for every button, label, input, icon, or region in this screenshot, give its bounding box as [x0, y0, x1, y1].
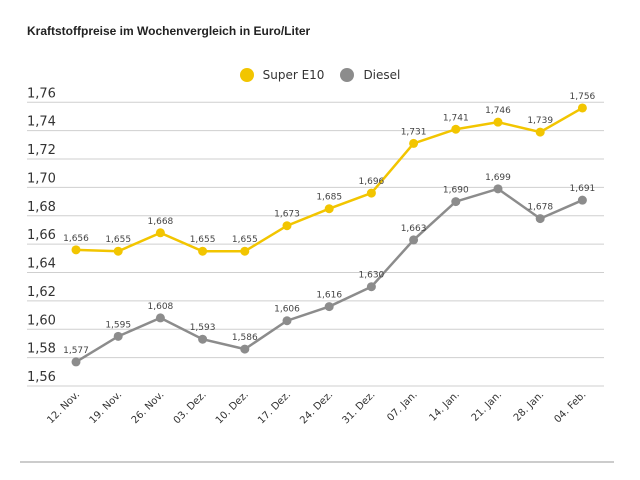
- legend-label-diesel: Diesel: [363, 68, 401, 82]
- data-point: [282, 221, 292, 231]
- data-point: [198, 334, 208, 344]
- y-tick-label: 1,68: [27, 200, 56, 215]
- series-line-diesel: [75, 187, 583, 363]
- y-tick-label: 1,76: [27, 86, 56, 101]
- x-tick-label: 19. Nov.: [88, 389, 125, 426]
- x-tick-label: 21. Jan.: [470, 389, 504, 423]
- data-label: 1,655: [105, 235, 131, 245]
- y-tick-label: 1,62: [27, 285, 56, 300]
- legend-marker-super-e10: [239, 68, 254, 82]
- y-tick-label: 1,66: [27, 228, 56, 243]
- data-label: 1,668: [148, 217, 174, 227]
- data-point: [366, 282, 376, 292]
- data-point: [240, 246, 250, 256]
- x-tick-label: 04. Feb.: [552, 389, 588, 425]
- data-label: 1,655: [190, 235, 216, 245]
- y-tick-label: 1,70: [27, 171, 56, 186]
- data-point: [409, 138, 419, 148]
- x-tick-label: 03. Dez.: [172, 389, 209, 426]
- data-label: 1,606: [274, 305, 300, 315]
- data-point: [71, 245, 81, 255]
- x-tick-label: 17. Dez.: [256, 389, 293, 426]
- data-label: 1,673: [274, 210, 300, 220]
- data-label: 1,746: [485, 106, 511, 116]
- data-label: 1,696: [359, 177, 385, 187]
- data-point: [451, 124, 461, 134]
- legend-item-super-e10: Super E10: [239, 68, 325, 82]
- x-tick-label: 14. Jan.: [427, 389, 461, 423]
- data-point: [240, 344, 250, 354]
- data-label: 1,616: [316, 291, 342, 301]
- y-tick-label: 1,74: [27, 115, 56, 130]
- legend: Super E10 Diesel: [0, 68, 640, 82]
- data-point: [577, 103, 587, 113]
- data-point: [493, 184, 503, 194]
- data-label: 1,663: [401, 224, 427, 234]
- data-point: [113, 331, 123, 341]
- data-label: 1,685: [316, 193, 342, 203]
- data-label: 1,593: [190, 323, 216, 333]
- data-point: [198, 246, 208, 256]
- x-tick-label: 28. Jan.: [512, 389, 546, 423]
- data-point: [324, 302, 334, 312]
- data-label: 1,655: [232, 235, 258, 245]
- data-label: 1,630: [359, 271, 385, 281]
- data-label: 1,577: [63, 346, 89, 356]
- data-point: [577, 195, 587, 205]
- data-label: 1,756: [570, 92, 596, 102]
- data-label: 1,690: [443, 186, 469, 196]
- data-label: 1,608: [148, 302, 174, 312]
- legend-marker-diesel: [340, 68, 355, 82]
- y-tick-label: 1,60: [27, 313, 56, 328]
- data-point: [493, 117, 503, 127]
- bottom-divider: [20, 461, 614, 463]
- data-label: 1,699: [485, 173, 511, 183]
- y-tick-label: 1,72: [27, 143, 56, 158]
- legend-item-diesel: Diesel: [340, 68, 400, 82]
- data-point: [71, 357, 81, 367]
- data-point: [451, 197, 461, 207]
- y-tick-label: 1,64: [27, 257, 56, 272]
- data-point: [282, 316, 292, 326]
- x-tick-label: 12. Nov.: [45, 389, 82, 426]
- x-tick-label: 31. Dez.: [340, 389, 377, 426]
- data-label: 1,741: [443, 113, 469, 123]
- data-point: [113, 246, 123, 256]
- data-label: 1,586: [232, 333, 258, 343]
- x-tick-label: 26. Nov.: [130, 389, 167, 426]
- data-point: [409, 235, 419, 245]
- data-point: [155, 228, 165, 238]
- x-tick-label: 10. Dez.: [214, 389, 251, 426]
- data-label: 1,731: [401, 127, 427, 137]
- data-point: [535, 127, 545, 137]
- data-point: [366, 188, 376, 198]
- data-point: [535, 214, 545, 224]
- data-label: 1,595: [105, 320, 131, 330]
- x-tick-label: 07. Jan.: [385, 389, 419, 423]
- chart-title: Kraftstoffpreise im Wochenvergleich in E…: [27, 24, 311, 38]
- x-tick-label: 24. Dez.: [298, 389, 335, 426]
- data-label: 1,678: [527, 203, 553, 213]
- data-point: [155, 313, 165, 323]
- data-label: 1,739: [527, 116, 553, 126]
- legend-label-super-e10: Super E10: [262, 68, 325, 82]
- y-tick-label: 1,58: [27, 342, 56, 357]
- data-label: 1,691: [570, 184, 596, 194]
- data-point: [324, 204, 334, 214]
- data-label: 1,656: [63, 234, 89, 244]
- y-tick-label: 1,56: [27, 370, 56, 385]
